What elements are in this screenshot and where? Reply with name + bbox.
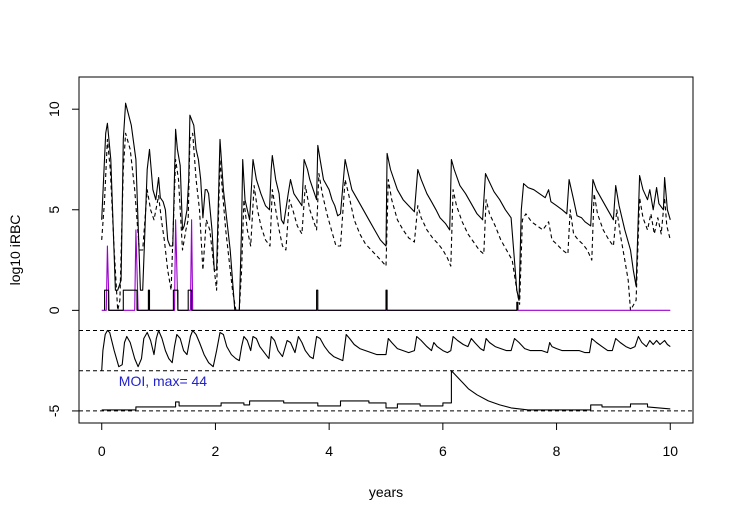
series-solid-middle xyxy=(101,329,671,371)
y-tick-label--5: -5 xyxy=(46,404,62,417)
series-moi-step xyxy=(101,370,671,411)
x-axis-title: years xyxy=(369,484,403,500)
x-tick-label-4: 4 xyxy=(325,443,333,459)
y-tick-label-0: 0 xyxy=(46,306,62,314)
x-tick-label-2: 2 xyxy=(212,443,220,459)
y-tick-label-5: 5 xyxy=(46,206,62,214)
hline-layer xyxy=(79,329,693,412)
y-axis-title: log10 iRBC xyxy=(7,215,23,286)
x-tick-label-8: 8 xyxy=(553,443,561,459)
y-tick-label-10: 10 xyxy=(46,101,62,117)
x-tick-label-10: 10 xyxy=(662,443,678,459)
series-dashed-upper xyxy=(101,132,671,311)
x-tick-label-6: 6 xyxy=(439,443,447,459)
series-black-indicator xyxy=(104,289,519,311)
series-solid-upper xyxy=(101,102,671,311)
y-axis: -5 0 5 10 xyxy=(46,101,80,417)
moi-annotation: MOI, max= 44 xyxy=(119,373,208,389)
x-axis: 0 2 4 6 8 10 xyxy=(98,422,678,459)
x-tick-label-0: 0 xyxy=(98,443,106,459)
series-layer xyxy=(101,102,671,411)
